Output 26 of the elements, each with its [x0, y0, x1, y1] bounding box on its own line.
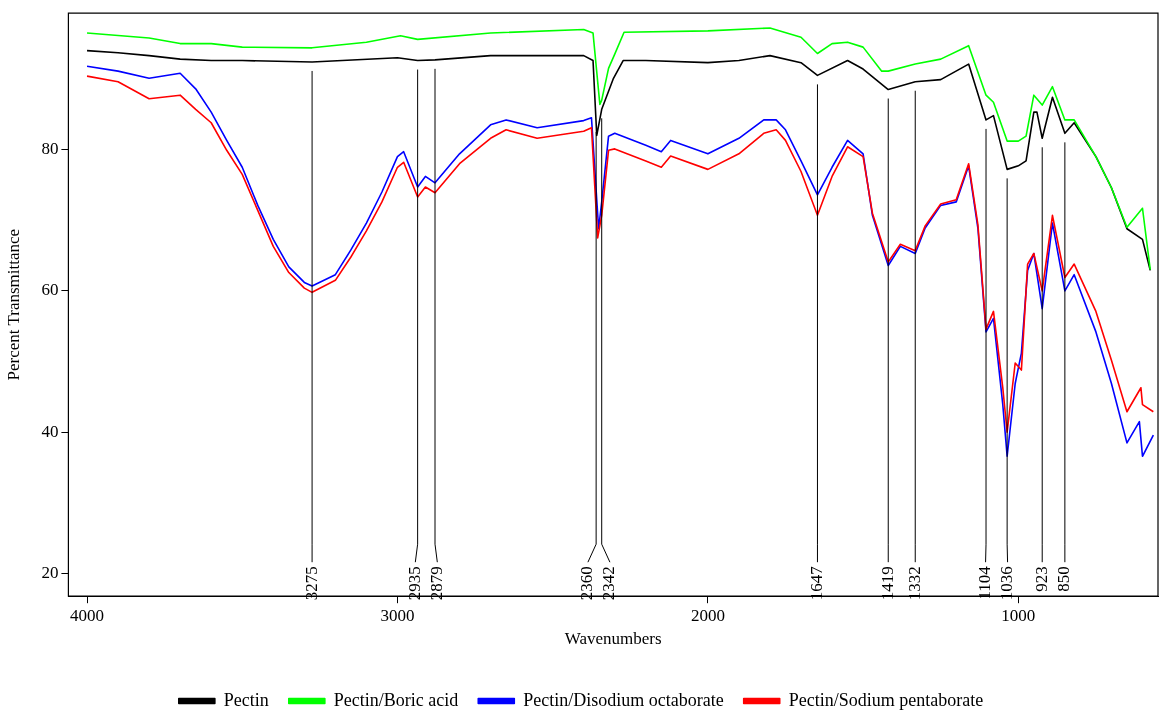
- x-tick-label: 3000: [380, 605, 415, 625]
- x-axis-title: Wavenumbers: [564, 629, 662, 649]
- ref-line-label: 2360: [577, 566, 597, 601]
- legend-label: Pectin/Boric acid: [333, 689, 459, 710]
- ref-line-label: 923: [1031, 566, 1051, 592]
- y-tick-label: 60: [41, 280, 59, 300]
- legend-label: Pectin/Sodium pentaborate: [788, 689, 984, 710]
- y-tick-label: 40: [41, 421, 59, 441]
- ref-line-label: 2935: [404, 566, 424, 601]
- y-axis-title: Percent Transmittance: [3, 228, 23, 381]
- ref-line-label: 1036: [997, 566, 1017, 601]
- legend-label: Pectin/Disodium octaborate: [523, 689, 724, 710]
- ref-line-label: 1647: [806, 565, 826, 601]
- legend-label: Pectin: [223, 689, 269, 710]
- y-tick-label: 80: [41, 139, 59, 159]
- y-tick-label: 20: [41, 563, 59, 583]
- x-tick-label: 4000: [70, 605, 105, 625]
- x-tick-label: 2000: [690, 605, 725, 625]
- ref-line-label: 1419: [877, 566, 897, 601]
- ref-line-label: 1332: [904, 566, 924, 601]
- x-tick-label: 1000: [1001, 605, 1036, 625]
- ref-line-label: 850: [1054, 566, 1074, 592]
- ref-line-label: 2342: [599, 566, 619, 601]
- ref-line-label: 1104: [975, 565, 995, 600]
- ref-line-label: 3275: [301, 566, 321, 601]
- ref-line-label: 2879: [426, 566, 446, 601]
